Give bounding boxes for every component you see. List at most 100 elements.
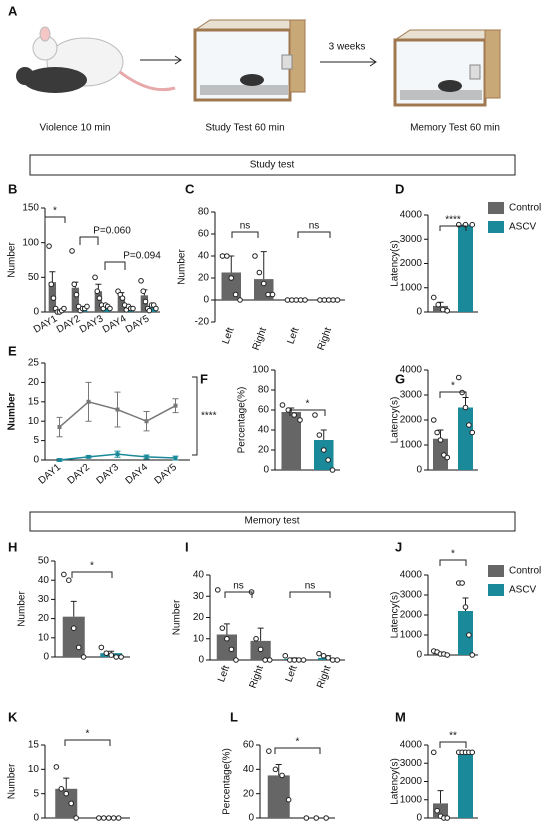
y-axis-label: Number: [17, 591, 28, 627]
significance-bracket: [439, 741, 467, 748]
data-point: [329, 467, 336, 473]
data-point: [108, 652, 115, 658]
y-tick-label: 60: [198, 229, 210, 240]
panel-letter: A: [8, 3, 18, 18]
data-point: [232, 291, 239, 298]
x-tick-label: Left: [286, 326, 302, 346]
data-point: [140, 288, 147, 295]
significance-label: ns: [233, 581, 244, 592]
y-tick-label: 0: [248, 813, 254, 824]
bar: [62, 616, 85, 657]
data-point: [50, 295, 57, 301]
significance-label: ns: [309, 221, 320, 232]
y-tick-label: 0: [416, 465, 422, 476]
data-point: [300, 657, 307, 663]
y-tick-label: 60: [243, 740, 255, 751]
panel-letter: E: [8, 343, 17, 358]
panel-letter: I: [185, 539, 189, 554]
data-point: [107, 305, 113, 312]
y-axis-label: Number: [7, 242, 18, 278]
data-point: [279, 402, 286, 408]
data-point: [228, 275, 235, 281]
x-tick-label: DAY1: [37, 462, 64, 487]
data-point: [444, 652, 451, 658]
data-point: [291, 657, 298, 663]
data-point: [142, 298, 149, 305]
data-point: [115, 815, 122, 821]
error-bar: [223, 623, 230, 635]
data-point: [455, 374, 462, 381]
y-tick-label: 150: [22, 203, 39, 214]
y-tick-label: 20: [38, 613, 50, 624]
data-point: [434, 807, 440, 814]
data-point: [73, 815, 79, 821]
legend-label: Control: [509, 566, 541, 577]
data-point: [320, 447, 327, 453]
significance-label: P=0.094: [123, 251, 161, 262]
bar: [71, 287, 80, 312]
y-tick-label: 0: [203, 295, 209, 306]
panel-letter: L: [230, 709, 238, 724]
panel-letter: F: [200, 371, 208, 386]
data-point: [70, 625, 77, 632]
data-point: [462, 604, 469, 610]
bar: [148, 307, 157, 312]
error-bar: [257, 627, 264, 641]
significance-label: *: [90, 561, 94, 572]
error-bar: [320, 429, 327, 440]
data-point: [469, 221, 476, 228]
data-point: [272, 766, 279, 773]
bar: [433, 803, 448, 818]
legend-label: ASCV: [509, 222, 537, 233]
data-point: [61, 305, 67, 312]
significance-label: *: [451, 549, 455, 560]
y-tick-label: 0: [33, 307, 39, 318]
data-point: [119, 295, 126, 301]
y-tick-label: 3000: [400, 590, 423, 601]
significance-bracket: [79, 236, 99, 245]
significance-bracket: [439, 559, 467, 566]
marker: [115, 407, 120, 412]
y-tick-label: 80: [258, 385, 270, 396]
x-tick-label: Right: [251, 326, 269, 352]
legend-swatch: [488, 202, 504, 214]
marker: [86, 454, 91, 459]
y-tick-label: 5: [33, 435, 39, 446]
y-tick-label: 0: [416, 813, 422, 824]
data-point: [329, 657, 336, 663]
data-point: [435, 301, 442, 308]
marker: [144, 419, 149, 424]
data-point: [71, 281, 78, 288]
data-point: [92, 274, 98, 281]
significance-bracket: [231, 231, 259, 238]
y-tick-label: 40: [198, 251, 210, 262]
y-tick-label: 2000: [400, 415, 423, 426]
data-point: [94, 288, 101, 295]
y-tick-label: 1000: [400, 630, 423, 641]
panel-letter: B: [8, 181, 17, 196]
y-tick-label: 10: [28, 416, 40, 427]
y-axis-label: Latency(s): [390, 240, 401, 287]
y-axis-label: Number: [172, 599, 183, 635]
y-tick-label: 80: [198, 207, 210, 218]
x-tick-label: DAY5: [124, 313, 152, 335]
arrow-head: [369, 57, 377, 67]
section-box: [29, 511, 516, 532]
data-point: [219, 625, 226, 631]
significance-bracket: [289, 591, 331, 598]
bar: [458, 752, 473, 818]
data-point: [320, 652, 327, 659]
significance-label: *: [86, 729, 90, 740]
y-axis-label: Percentage(%): [237, 387, 248, 454]
data-point: [469, 429, 476, 436]
significance-bracket: [274, 747, 321, 754]
data-point: [430, 749, 437, 756]
y-tick-label: 0: [263, 465, 269, 476]
x-tick-label: DAY3: [95, 462, 122, 487]
x-tick-label: DAY2: [55, 313, 83, 335]
data-point: [291, 412, 297, 418]
data-point: [61, 571, 67, 578]
data-point: [334, 657, 341, 663]
bar: [216, 634, 237, 660]
marker: [57, 458, 62, 462]
